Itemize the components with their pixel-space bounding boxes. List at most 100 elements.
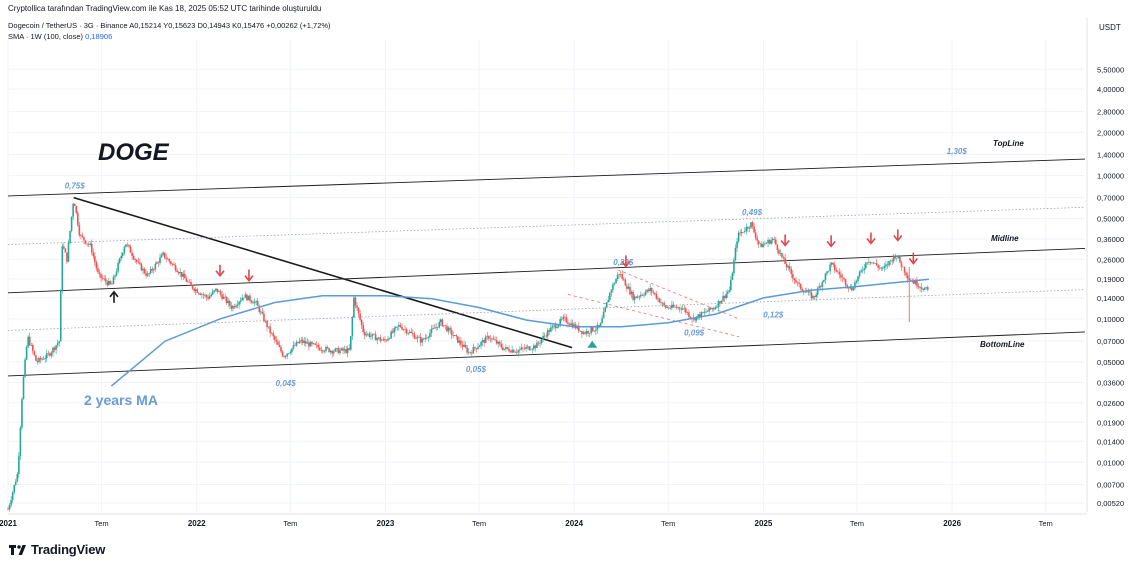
candle-body: [126, 244, 129, 246]
candle-body: [573, 324, 575, 328]
symbol-name[interactable]: Dogecoin / TetherUS · 3G · Binance: [8, 21, 128, 30]
candle-body: [470, 352, 473, 354]
sma-legend[interactable]: SMA · 1W (100, close) 0,18906: [8, 32, 112, 41]
candle: [356, 302, 358, 311]
candle-body: [140, 263, 143, 271]
candle: [477, 342, 479, 350]
candle: [764, 240, 766, 246]
candle-body: [671, 304, 673, 309]
candle-body: [269, 326, 271, 333]
candle-body: [207, 297, 209, 299]
candle-body: [778, 250, 780, 254]
candle: [843, 277, 845, 282]
candle: [163, 252, 166, 260]
candle: [39, 356, 42, 364]
candle: [784, 254, 786, 265]
candle: [579, 330, 582, 332]
candle-body: [534, 345, 537, 349]
candle-body: [474, 347, 476, 349]
candle-body: [458, 340, 461, 343]
candle-body: [835, 270, 838, 272]
candle: [649, 283, 651, 295]
candle: [686, 311, 689, 315]
candle-body: [118, 258, 121, 263]
candle-body: [647, 289, 650, 291]
arrow-head: [893, 234, 903, 242]
candle-body: [75, 206, 78, 213]
candle: [311, 340, 313, 347]
candle: [778, 248, 780, 256]
candle-body: [224, 296, 226, 298]
candle: [219, 289, 222, 297]
candle-body: [622, 278, 625, 280]
candle: [72, 202, 74, 221]
candle-body: [66, 252, 68, 262]
candle-body: [421, 338, 423, 343]
candle-body: [128, 244, 130, 247]
sma-line: [110, 278, 929, 387]
candle: [252, 300, 254, 304]
sell-arrow-icon: [866, 232, 876, 245]
candle-body: [514, 352, 517, 353]
candle-body: [688, 312, 690, 317]
candle: [781, 252, 783, 259]
candle: [498, 340, 501, 347]
candle-body: [602, 311, 605, 319]
candle-body: [475, 348, 478, 350]
candle-body: [388, 338, 391, 339]
candle: [120, 251, 123, 261]
candle: [143, 267, 146, 275]
candle: [872, 261, 875, 265]
candle-body: [193, 288, 195, 291]
candle: [658, 297, 661, 303]
candle-body: [44, 358, 47, 360]
candle: [443, 325, 445, 328]
candle: [706, 309, 709, 313]
candle-body: [391, 331, 394, 333]
candle: [329, 349, 332, 355]
candle-body: [390, 331, 392, 339]
time-axis[interactable]: 2021 Tem 2022 Tem 2023 Tem 2024 Tem 2025 Tem 2026 T…: [0, 513, 1087, 528]
candle-body: [491, 338, 493, 340]
candle-body: [373, 333, 375, 335]
candle: [306, 338, 309, 344]
candle: [168, 258, 171, 264]
candle: [365, 330, 368, 338]
price-tick-label: 0,70000: [1097, 194, 1124, 203]
candle: [125, 244, 127, 248]
candle-body: [466, 347, 468, 353]
candle-body: [311, 342, 313, 344]
candle: [180, 271, 183, 281]
candle-body: [663, 302, 665, 306]
candle: [551, 324, 554, 331]
candle-body: [53, 347, 56, 350]
candle: [742, 231, 745, 233]
candle-body: [519, 349, 521, 351]
candle-body: [177, 271, 180, 274]
candle: [295, 339, 298, 347]
candle-body: [213, 290, 216, 292]
candle-body: [171, 263, 174, 265]
candle: [835, 267, 838, 273]
price-tick-label: 0,10000: [1097, 315, 1124, 324]
candle-body: [188, 281, 191, 283]
price-chart[interactable]: DOGE TopLine Midline BottomLine 2 years MA 0,…: [0, 0, 1140, 540]
candle-body: [633, 296, 636, 300]
tradingview-logo[interactable]: TradingView: [9, 542, 105, 557]
candle: [610, 288, 613, 297]
candle-body: [801, 288, 803, 291]
candle-body: [667, 307, 670, 309]
candle-body: [641, 294, 644, 296]
candle: [69, 230, 71, 245]
candle: [646, 289, 648, 294]
price-axis[interactable]: USDT 5,50000 4,00000 2,80000 2,00000 1,40000 1…: [1086, 18, 1124, 512]
candle-body: [449, 327, 451, 330]
candle: [174, 262, 177, 273]
candle-body: [607, 300, 610, 303]
candle: [213, 289, 216, 294]
candle: [176, 267, 178, 273]
candle: [674, 304, 676, 308]
candle: [590, 326, 593, 336]
candle-body: [264, 320, 267, 322]
candle: [756, 234, 758, 245]
